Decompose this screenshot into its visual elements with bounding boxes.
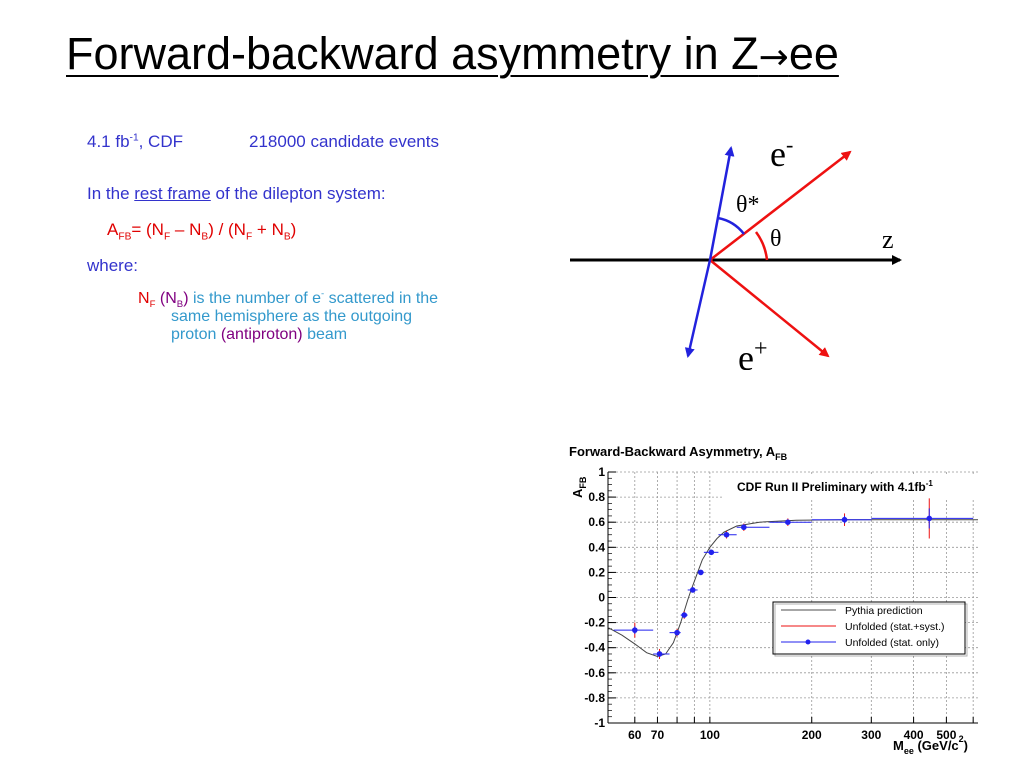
x-tick-label: 70: [651, 728, 665, 742]
chart-title: Forward-Backward Asymmetry, AFB: [569, 444, 788, 462]
data-point: [674, 629, 680, 636]
x-tick-label: 500: [936, 728, 956, 742]
data-point: [926, 515, 933, 522]
nf-definition: NF (NB) is the number of e- scattered in…: [138, 288, 439, 343]
where-label: where:: [87, 256, 139, 275]
data-point: [708, 549, 715, 556]
frame-axis-down-arrow: [684, 259, 712, 358]
x-tick-label: 300: [861, 728, 881, 742]
e-plus-label: e+: [738, 336, 768, 370]
data-point: [723, 531, 730, 538]
slide-title: Forward-backward asymmetry in Z→ee: [66, 28, 839, 79]
data-point: [697, 569, 704, 576]
z-label: z: [882, 225, 894, 254]
y-tick-label: -0.4: [584, 641, 605, 655]
chart-legend: Pythia prediction Unfolded (stat.+syst.)…: [772, 601, 968, 657]
y-tick-label: 0.4: [588, 540, 605, 554]
theta-label: θ: [770, 226, 782, 252]
legend-entry-stat-syst: Unfolded (stat.+syst.): [845, 621, 945, 633]
theta-star-arc: [717, 216, 745, 235]
data-point: [689, 587, 696, 593]
data-point: [785, 519, 791, 525]
frame-axis-up-arrow: [708, 146, 735, 261]
e-minus-label: e-: [770, 132, 793, 174]
legend-entry-stat-only: Unfolded (stat. only): [845, 637, 939, 649]
data-point: [741, 524, 747, 531]
chart-annotation: CDF Run II Preliminary with 4.1fb-1: [737, 479, 933, 494]
theta-star-label: θ*: [736, 192, 760, 218]
rest-frame-text: In the rest frame of the dilepton system…: [87, 184, 386, 203]
x-tick-label: 400: [904, 728, 924, 742]
x-tick-label: 60: [628, 728, 642, 742]
data-point: [656, 651, 663, 657]
positron-arrow: [709, 259, 830, 358]
y-tick-label: -0.8: [584, 691, 605, 705]
x-tick-label: 200: [802, 728, 822, 742]
y-tick-label: 0.6: [588, 515, 605, 529]
y-tick-label: 0.8: [588, 490, 605, 504]
theta-arc: [754, 231, 769, 261]
y-tick-label: -0.2: [584, 616, 605, 630]
y-axis-label: AFB: [570, 476, 588, 498]
electron-arrow: [709, 150, 852, 261]
y-tick-label: 0.2: [588, 565, 605, 579]
angle-diagram: e- e+ θ* θ z: [570, 132, 902, 370]
afb-chart: Forward-Backward Asymmetry, AFB 1 0.8 0.6 0…: [556, 436, 986, 762]
x-axis-label: Mee (GeV/c2): [893, 734, 968, 756]
legend-swatch-marker: [805, 639, 811, 645]
data-point: [841, 516, 848, 523]
data-point: [631, 627, 638, 633]
luminosity-label: 4.1 fb-1, CDF: [87, 132, 183, 151]
legend-entry-pythia: Pythia prediction: [845, 605, 923, 617]
y-tick-label: -0.6: [584, 666, 605, 680]
x-tick-label: 100: [700, 728, 720, 742]
events-label: 218000 candidate events: [249, 132, 439, 151]
data-point: [681, 612, 688, 618]
annotation-box: [724, 476, 978, 498]
y-tick-label: 1: [598, 465, 605, 479]
y-tick-label: 0: [598, 591, 605, 605]
y-tick-label: -1: [594, 716, 605, 730]
afb-formula: AFB= (NF – NB) / (NF + NB): [107, 220, 297, 243]
